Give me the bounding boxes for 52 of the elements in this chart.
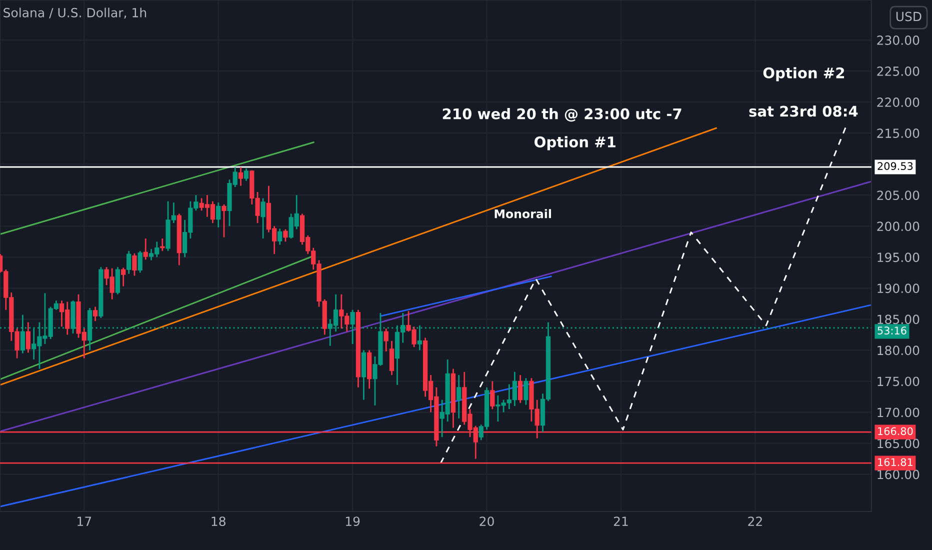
y-tick-label: 230.00 (877, 35, 920, 45)
y-tick-label: 200.00 (877, 222, 920, 232)
annotation: Option #2 (763, 67, 844, 82)
x-tick-label: 20 (480, 516, 494, 526)
annotation: Monorail (494, 209, 551, 218)
ref-line-label: 166.80 (878, 427, 913, 436)
candlestick (456, 374, 462, 420)
annotation: sat 23rd 08:4 (749, 105, 858, 117)
annotation: Option #1 (534, 136, 616, 150)
candlestick (524, 377, 528, 406)
candlestick (132, 252, 137, 276)
candlestick (216, 202, 221, 228)
y-tick-label: 170.00 (878, 408, 920, 418)
candlestick (490, 380, 495, 410)
text: 53:16 (878, 326, 906, 334)
y-tick-label: 195.00 (878, 252, 920, 262)
y-axis-title: USD (896, 12, 922, 22)
y-tick-label: 220.00 (877, 98, 920, 107)
candlestick (138, 250, 142, 274)
x-tick-label: 18 (212, 516, 226, 526)
x-tick-label: 22 (748, 516, 762, 526)
candlestick (244, 168, 249, 182)
text: Solana / U.S. Dollar, 1h (4, 8, 146, 19)
candlestick (518, 374, 523, 404)
candlestick (26, 322, 31, 354)
ref-line-label: 209.53 (878, 162, 913, 170)
candlestick (389, 340, 394, 376)
candlestick (260, 198, 266, 240)
x-tick-label: 17 (78, 516, 92, 526)
candlestick (92, 306, 98, 322)
candlestick (384, 328, 388, 352)
annotation: 210 wed 20 th @ 23:00 utc -7 (442, 108, 682, 122)
candlestick (115, 266, 120, 296)
candlestick (121, 266, 126, 287)
candlestick (278, 228, 282, 246)
y-tick-label: 225.00 (877, 66, 920, 76)
candlestick (222, 204, 226, 238)
y-tick-label: 215.00 (877, 128, 920, 138)
candlestick (126, 250, 132, 275)
candlestick (238, 166, 244, 186)
y-tick-label: 180.00 (878, 346, 920, 356)
x-tick-label: 19 (346, 516, 360, 526)
y-tick-label: 175.00 (878, 376, 920, 386)
y-tick-label: 185.00 (878, 314, 920, 324)
x-tick-label: 21 (614, 516, 628, 526)
y-tick-label: 165.00 (878, 438, 920, 448)
y-tick-label: 205.00 (877, 190, 920, 200)
candlestick (283, 228, 288, 242)
y-tick-label: 160.00 (878, 470, 920, 480)
candlestick (143, 238, 148, 260)
y-tick-label: 190.00 (878, 284, 920, 294)
ref-line-label: 161.81 (878, 458, 912, 466)
